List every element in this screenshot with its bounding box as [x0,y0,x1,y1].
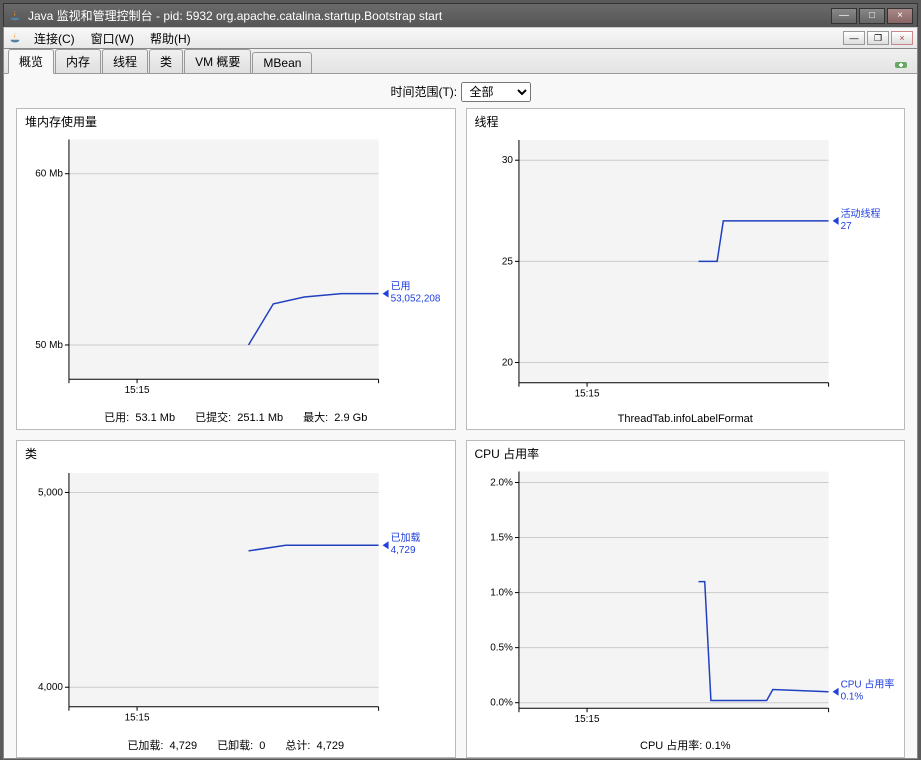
tab-add-button[interactable] [893,57,913,73]
svg-text:1.0%: 1.0% [490,587,513,598]
menu-window[interactable]: 窗口(W) [83,28,142,49]
window-maximize-button[interactable]: □ [859,8,885,24]
java-icon [8,9,22,23]
threads-chart: 20 25 30 15:15 活动线程27 [473,132,899,411]
tab-memory[interactable]: 内存 [55,49,101,73]
window-titlebar: Java 监视和管理控制台 - pid: 5932 org.apache.cat… [3,3,918,27]
svg-text:50 Mb: 50 Mb [35,340,63,351]
tab-overview[interactable]: 概览 [8,49,54,74]
svg-text:20: 20 [501,357,513,368]
svg-text:0.1%: 0.1% [840,691,863,702]
svg-text:已加载: 已加载 [391,532,421,544]
java-icon [8,31,22,45]
svg-text:30: 30 [501,155,513,166]
cpu-chart: 0.0% 0.5% 1.0% 1.5% 2.0% 15:15 CPU 占用率0.1% [473,464,899,736]
mdi-close-button[interactable]: × [891,31,913,45]
threads-chart-title: 线程 [473,113,899,130]
heap-chart-footer: 已用: 53.1 Mb已提交: 251.1 Mb最大: 2.9 Gb [23,407,449,427]
svg-text:1.5%: 1.5% [490,532,513,543]
classes-chart-title: 类 [23,445,449,462]
svg-text:0.0%: 0.0% [490,697,513,708]
svg-text:53,052,208: 53,052,208 [391,294,441,305]
classes-chart: 4,000 5,000 15:15 已加载4,729 [23,464,449,736]
tab-vm[interactable]: VM 概要 [184,49,251,73]
content-area: 时间范围(T): 全部 堆内存使用量 50 Mb 60 Mb 15:15 已用53,0… [3,73,918,759]
svg-text:0.5%: 0.5% [490,642,513,653]
svg-text:已用: 已用 [391,282,411,293]
tab-classes[interactable]: 类 [149,49,183,73]
svg-text:5,000: 5,000 [38,487,63,498]
menubar: 连接(C) 窗口(W) 帮助(H) — ❐ × [3,27,918,49]
classes-chart-footer: 已加载: 4,729已卸载: 0总计: 4,729 [23,735,449,755]
svg-text:活动线程: 活动线程 [840,207,880,220]
cpu-chart-title: CPU 占用率 [473,445,899,462]
mdi-minimize-button[interactable]: — [843,31,865,45]
timerange-select[interactable]: 全部 [461,82,531,102]
classes-chart-panel: 类 4,000 5,000 15:15 已加载4,729 已加载: 4,729已卸载:… [16,440,456,759]
heap-chart-panel: 堆内存使用量 50 Mb 60 Mb 15:15 已用53,052,208 已用: 5… [16,108,456,430]
svg-text:15:15: 15:15 [574,714,599,725]
timerange-label: 时间范围(T): [390,85,457,99]
cpu-chart-footer: CPU 占用率: 0.1% [473,735,899,755]
window-title: Java 监视和管理控制台 - pid: 5932 org.apache.cat… [28,7,829,24]
svg-text:15:15: 15:15 [125,385,150,396]
mdi-restore-button[interactable]: ❐ [867,31,889,45]
svg-text:60 Mb: 60 Mb [35,169,63,180]
plus-icon [895,59,911,71]
menu-help[interactable]: 帮助(H) [142,28,199,49]
window-close-button[interactable]: × [887,8,913,24]
svg-text:25: 25 [501,256,513,267]
svg-text:4,000: 4,000 [38,682,63,693]
threads-chart-footer: ThreadTab.infoLabelFormat [473,411,899,427]
tab-mbean[interactable]: MBean [252,52,312,73]
window-minimize-button[interactable]: — [831,8,857,24]
tabbar: 概览 内存 线程 类 VM 概要 MBean [3,49,918,73]
tab-threads[interactable]: 线程 [102,49,148,73]
svg-text:2.0%: 2.0% [490,477,513,488]
cpu-chart-panel: CPU 占用率 0.0% 0.5% 1.0% 1.5% 2.0% 15:15 CPU 占用率… [466,440,906,759]
heap-chart: 50 Mb 60 Mb 15:15 已用53,052,208 [23,132,449,407]
svg-text:27: 27 [840,221,852,232]
svg-text:4,729: 4,729 [391,545,416,556]
menu-connect[interactable]: 连接(C) [26,28,83,49]
threads-chart-panel: 线程 20 25 30 15:15 活动线程27 ThreadTab.infoLabel… [466,108,906,430]
timerange-row: 时间范围(T): 全部 [16,82,905,102]
svg-text:15:15: 15:15 [125,712,150,723]
svg-text:CPU 占用率: CPU 占用率 [840,677,894,690]
svg-text:15:15: 15:15 [574,389,599,400]
heap-chart-title: 堆内存使用量 [23,113,449,130]
